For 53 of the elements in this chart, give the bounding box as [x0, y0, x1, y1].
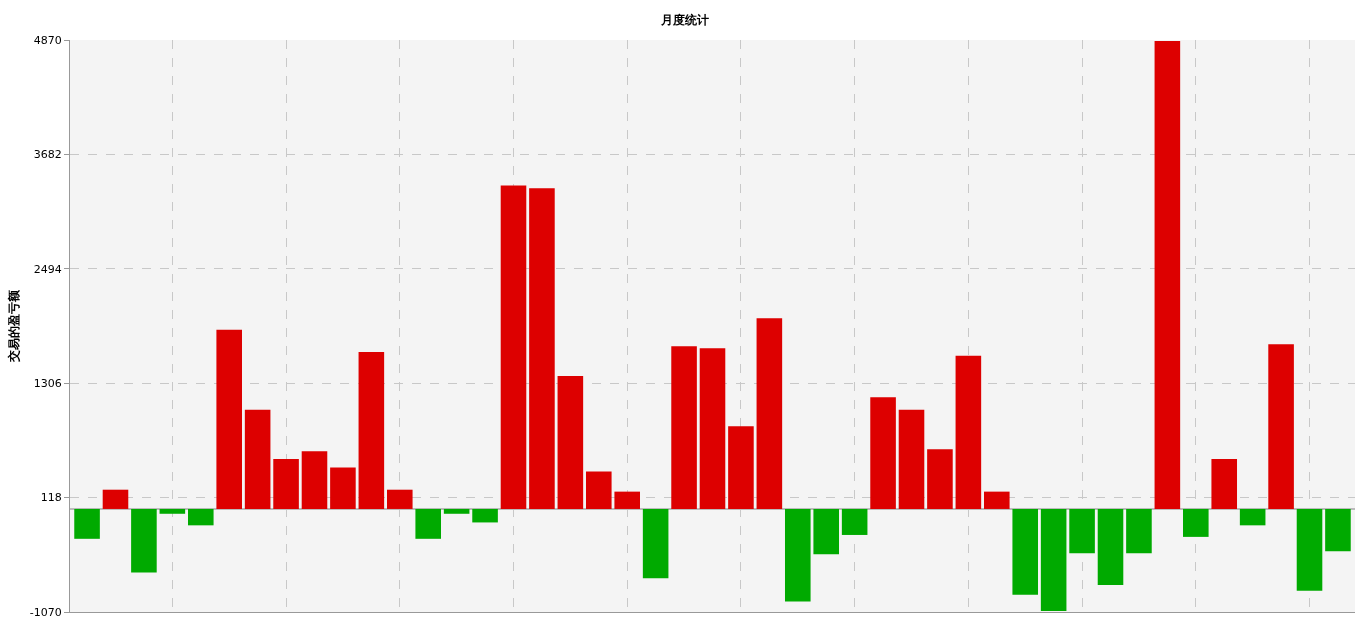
bar [500, 185, 527, 509]
y-tick-label: 118 [40, 491, 62, 505]
bar [415, 508, 441, 539]
bar [159, 508, 186, 514]
bar [870, 397, 896, 509]
y-axis-title: 交易的盈亏额 [7, 289, 22, 363]
bar [1296, 508, 1323, 591]
bar [614, 491, 641, 509]
bar [642, 508, 669, 579]
bar [244, 409, 271, 509]
bar [756, 318, 783, 509]
bar [898, 409, 925, 509]
bar [1268, 344, 1294, 509]
bar [187, 508, 214, 526]
bar [74, 508, 100, 539]
bar [443, 508, 470, 514]
bar [273, 458, 299, 509]
bar [585, 471, 612, 509]
bar [841, 508, 868, 535]
bar [699, 348, 726, 509]
bar [330, 467, 356, 509]
chart-title: 月度统计 [660, 13, 709, 28]
bar [1040, 508, 1067, 612]
bar [557, 376, 584, 509]
bar [1325, 508, 1351, 552]
bar [1012, 508, 1039, 595]
y-tick-label: -1070 [29, 605, 62, 619]
y-tick-label: 2494 [33, 262, 62, 276]
y-tick-label: 3682 [33, 148, 62, 162]
bar [1211, 458, 1238, 509]
bar [671, 346, 697, 509]
bar [927, 449, 953, 509]
bar [301, 451, 328, 509]
y-tick-label: 1306 [33, 377, 62, 391]
bar [813, 508, 840, 555]
bar [984, 491, 1010, 509]
bar [1239, 508, 1266, 526]
bar [1097, 508, 1124, 586]
bar [955, 355, 982, 509]
bar [1126, 508, 1152, 554]
bar [358, 352, 385, 509]
y-tick-label: 4870 [33, 33, 62, 47]
bar [1069, 508, 1095, 554]
bar [1154, 40, 1181, 509]
bar [472, 508, 498, 523]
bar [1183, 508, 1209, 537]
bar [216, 329, 242, 509]
bar [728, 426, 754, 509]
bar [784, 508, 811, 602]
bar [529, 188, 555, 509]
bar [386, 489, 413, 509]
bar [131, 508, 157, 573]
bar [102, 489, 129, 509]
